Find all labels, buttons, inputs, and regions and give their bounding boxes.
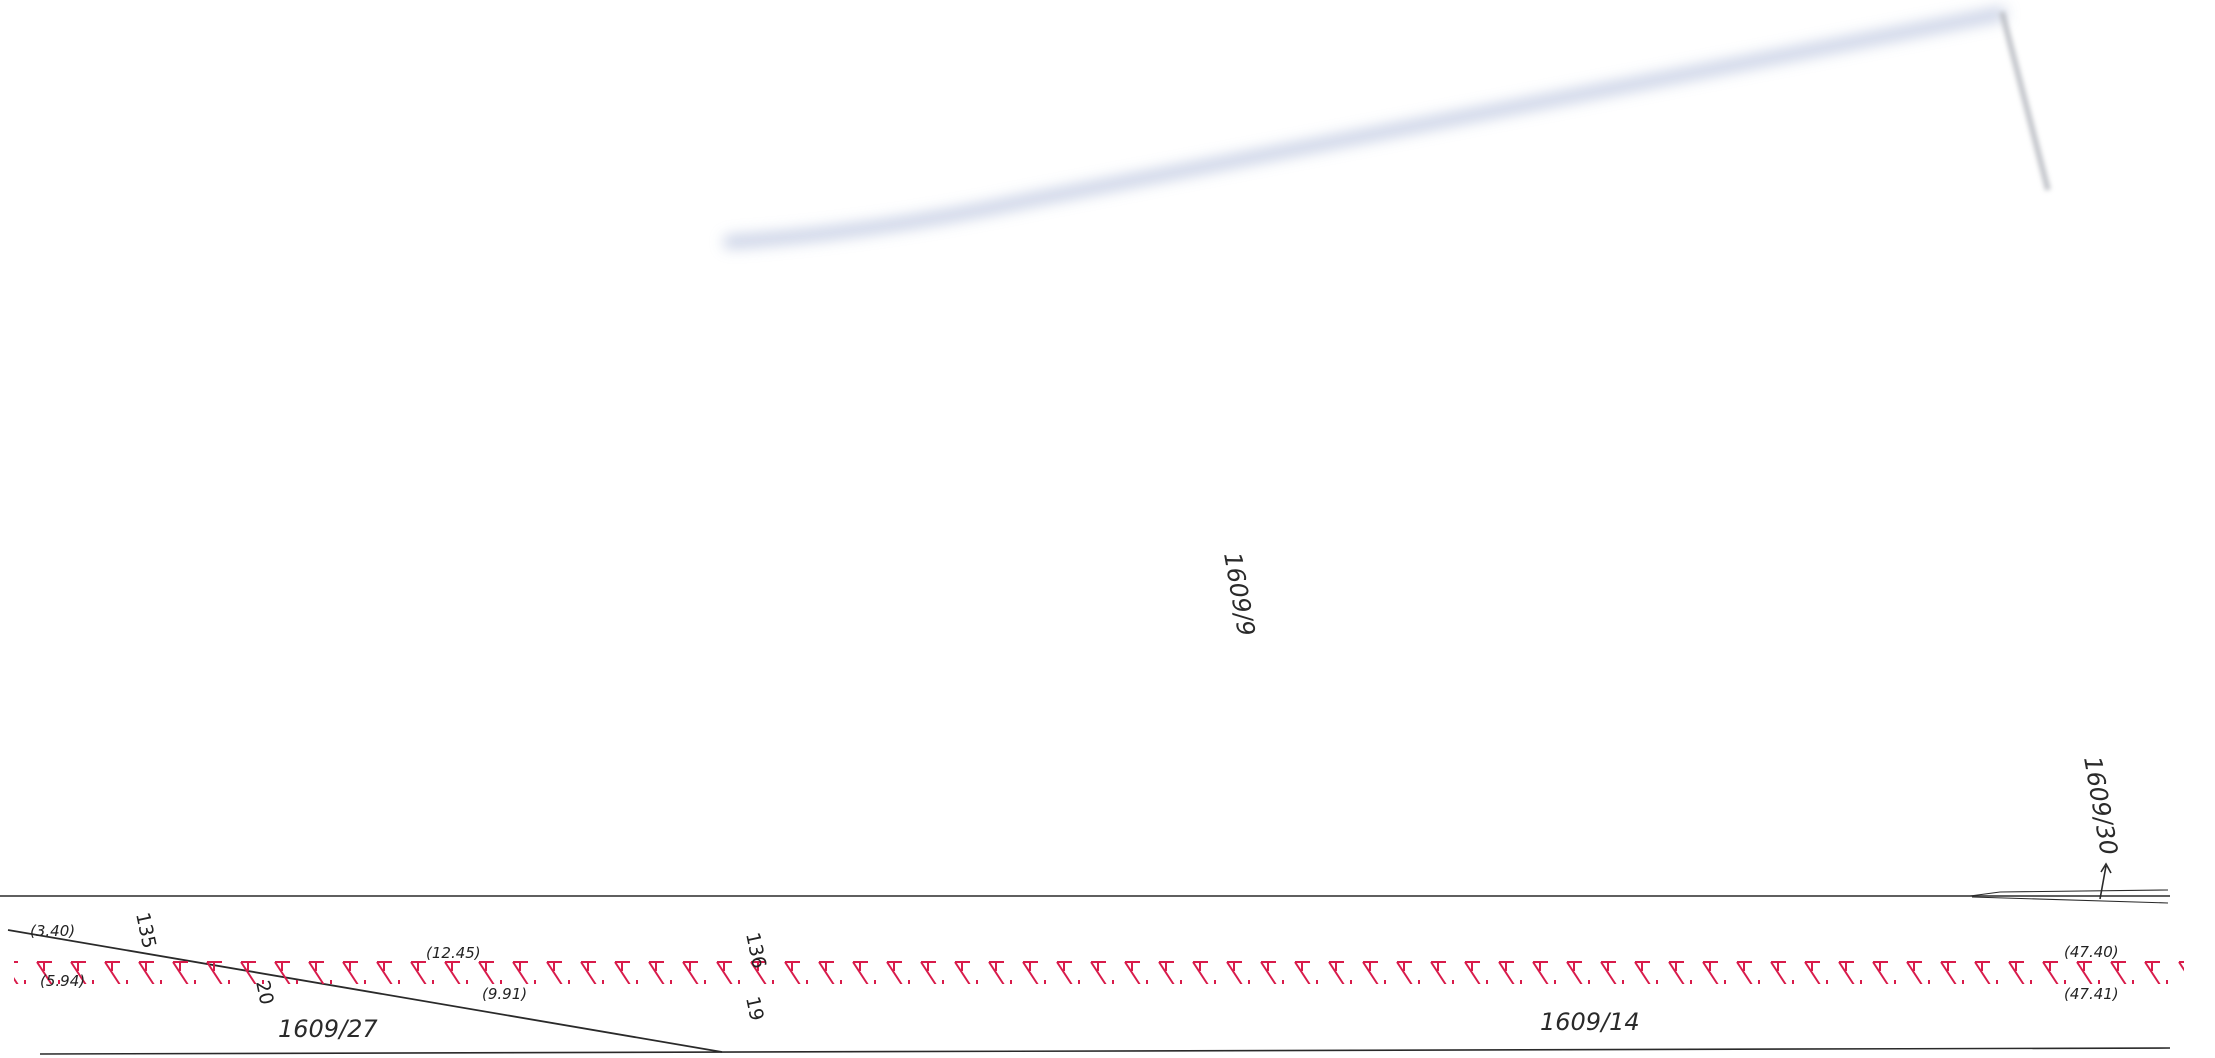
dimension-label-47-40: (47.40) [2064, 943, 2119, 961]
boundary-sliver-1609-30 [1969, 889, 2169, 904]
leader-arrow-1609-30 [2099, 862, 2112, 900]
dimension-label-47-41: (47.41) [2064, 985, 2119, 1003]
parcel-label-1609-9: 1609/9 [1218, 550, 1260, 638]
boundary-line-lower [39, 1047, 2171, 1055]
dimension-label-9-91: (9.91) [482, 985, 527, 1003]
point-label-20: 20 [251, 978, 278, 1006]
parcel-label-1609-27: 1609/27 [278, 1015, 378, 1043]
dimension-label-3-40: (3.40) [30, 922, 75, 940]
point-label-135: 135 [131, 910, 160, 950]
parcel-label-1609-14: 1609/14 [1540, 1008, 1640, 1036]
point-label-19: 19 [741, 994, 768, 1022]
dimension-label-12-45: (12.45) [426, 944, 481, 962]
easement-strip [14, 950, 2184, 984]
faded-road-band [723, 7, 2051, 249]
parcel-label-1609-30: 1609/30 [2078, 754, 2123, 857]
dimension-label-5-94: (5.94) [40, 972, 85, 990]
